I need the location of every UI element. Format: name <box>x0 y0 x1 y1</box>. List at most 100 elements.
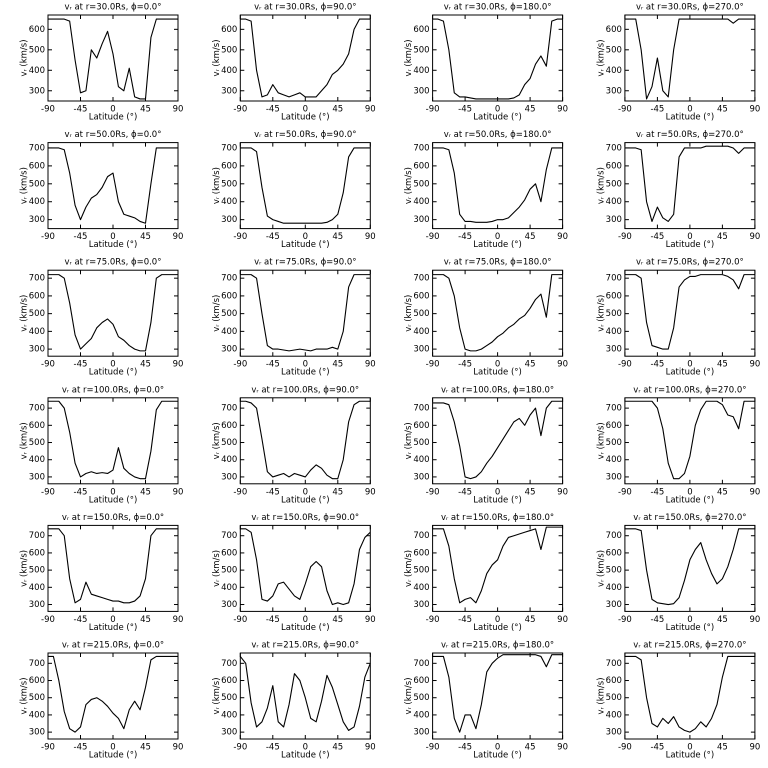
x-tick-label: 0 <box>687 232 692 242</box>
x-tick-label: -45 <box>74 743 88 753</box>
plot-frame <box>47 142 179 230</box>
y-tick-label: 500 <box>221 45 237 55</box>
data-line <box>624 145 755 222</box>
x-tick-label: 90 <box>557 743 568 753</box>
y-tick-label: 400 <box>606 197 622 207</box>
x-tick-label: 90 <box>749 615 760 625</box>
data-line <box>240 528 371 606</box>
panel: vᵣ at r=75.0Rs, ϕ=90.0° -90 -45 0 45 90 300 400… <box>212 258 376 378</box>
y-tick-label: 600 <box>29 421 45 431</box>
y-tick-label: 300 <box>221 215 237 225</box>
x-tick-label: -45 <box>74 232 88 242</box>
y-tick-label: 300 <box>221 472 237 482</box>
x-tick-label: -90 <box>426 360 440 370</box>
x-tick-label: 45 <box>717 232 728 242</box>
x-tick-label: 45 <box>140 487 151 497</box>
panel-title: vᵣ at r=75.0Rs, ϕ=0.0° <box>65 258 162 268</box>
panel: vᵣ at r=75.0Rs, ϕ=0.0° -90 -45 0 45 90 300 400 5… <box>20 258 184 378</box>
y-tick-label: 300 <box>413 472 429 482</box>
y-tick-label: 600 <box>221 25 237 35</box>
data-line <box>624 655 755 733</box>
y-tick-label: 600 <box>413 25 429 35</box>
y-tick-label: 500 <box>413 693 429 703</box>
panel-title: vᵣ at r=150.0Rs, ϕ=90.0° <box>251 513 359 523</box>
y-axis-label: vᵣ (km/s) <box>404 39 414 76</box>
x-tick-label: 90 <box>365 105 376 115</box>
data-line <box>432 274 563 352</box>
x-tick-label: 0 <box>687 487 692 497</box>
y-tick-label: 400 <box>29 327 45 337</box>
y-tick-label: 400 <box>413 455 429 465</box>
y-tick-label: 400 <box>29 197 45 207</box>
plot-frame <box>432 652 564 740</box>
x-axis-label: Latitude (°) <box>666 368 715 378</box>
plot-frame <box>47 14 179 102</box>
data-line <box>432 526 563 604</box>
y-tick-label: 500 <box>29 45 45 55</box>
y-tick-label: 700 <box>29 143 45 153</box>
data-line <box>239 656 371 731</box>
y-tick-label: 300 <box>29 472 45 482</box>
x-tick-label: 90 <box>365 232 376 242</box>
x-tick-label: -90 <box>41 487 55 497</box>
x-tick-label: 90 <box>365 360 376 370</box>
x-tick-label: 0 <box>687 743 692 753</box>
y-tick-label: 600 <box>606 291 622 301</box>
y-axis-label: vᵣ (km/s) <box>596 167 606 204</box>
x-tick-label: -45 <box>458 743 472 753</box>
y-tick-label: 700 <box>221 274 237 284</box>
x-tick-label: 90 <box>557 360 568 370</box>
y-axis-label: vᵣ (km/s) <box>404 550 414 587</box>
x-tick-label: 90 <box>365 615 376 625</box>
panel: vᵣ at r=30.0Rs, ϕ=270.0° -90 -45 0 45 90 300 40… <box>596 3 760 123</box>
y-tick-label: 400 <box>606 583 622 593</box>
x-tick-label: -45 <box>650 487 664 497</box>
y-tick-label: 600 <box>606 161 622 171</box>
x-tick-label: -45 <box>266 105 280 115</box>
y-axis-label: vᵣ (km/s) <box>212 422 222 459</box>
y-tick-label: 700 <box>29 659 45 669</box>
x-tick-label: 45 <box>140 232 151 242</box>
x-tick-label: -90 <box>41 105 55 115</box>
y-tick-label: 500 <box>413 179 429 189</box>
y-tick-label: 600 <box>413 161 429 171</box>
y-axis-label: vᵣ (km/s) <box>596 295 606 332</box>
x-tick-label: -90 <box>41 232 55 242</box>
plot-frame <box>47 397 179 485</box>
y-axis-label: vᵣ (km/s) <box>596 677 606 714</box>
y-tick-label: 700 <box>413 143 429 153</box>
x-tick-label: 45 <box>717 105 728 115</box>
x-axis-label: Latitude (°) <box>89 495 138 505</box>
data-line <box>432 400 563 480</box>
x-tick-label: 45 <box>525 105 536 115</box>
x-tick-label: 45 <box>140 615 151 625</box>
y-tick-label: 400 <box>29 455 45 465</box>
x-tick-label: -90 <box>426 615 440 625</box>
panel-title: vᵣ at r=75.0Rs, ϕ=270.0° <box>636 258 744 268</box>
y-tick-label: 500 <box>413 45 429 55</box>
panel: vᵣ at r=150.0Rs, ϕ=270.0° -90 -45 0 45 90 300 4… <box>596 513 760 633</box>
y-tick-label: 400 <box>413 327 429 337</box>
panel: vᵣ at r=75.0Rs, ϕ=270.0° -90 -45 0 45 90 300 40… <box>596 258 760 378</box>
y-tick-label: 700 <box>29 404 45 414</box>
y-tick-label: 300 <box>413 86 429 96</box>
x-tick-label: -45 <box>74 360 88 370</box>
panel: vᵣ at r=150.0Rs, ϕ=0.0° -90 -45 0 45 90 300 400… <box>20 513 184 633</box>
x-tick-label: -90 <box>618 232 632 242</box>
y-tick-label: 300 <box>606 215 622 225</box>
x-tick-label: 90 <box>749 360 760 370</box>
panel-title: vᵣ at r=75.0Rs, ϕ=90.0° <box>254 258 356 268</box>
x-tick-label: 90 <box>365 487 376 497</box>
y-tick-label: 300 <box>29 600 45 610</box>
plot-frame <box>624 14 756 102</box>
y-tick-label: 500 <box>606 566 622 576</box>
data-line <box>432 18 563 100</box>
y-tick-label: 500 <box>221 693 237 703</box>
y-tick-label: 600 <box>413 676 429 686</box>
x-tick-label: 90 <box>749 105 760 115</box>
plot-frame <box>239 524 371 612</box>
data-line <box>48 400 178 480</box>
x-tick-label: -90 <box>41 615 55 625</box>
x-tick-label: 90 <box>173 232 184 242</box>
